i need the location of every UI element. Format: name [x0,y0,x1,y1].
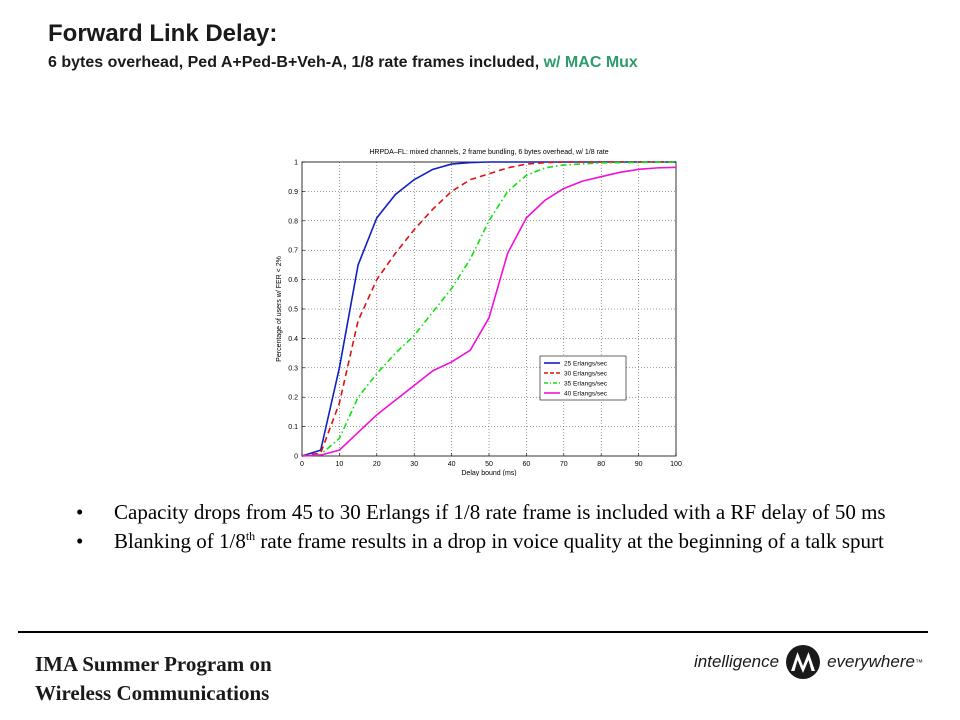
x-tick-label: 90 [635,461,643,468]
bullet-blanking-post: rate frame results in a drop in voice qu… [255,529,884,553]
y-tick-label: 0.7 [288,248,298,255]
x-tick-label: 60 [523,461,531,468]
y-tick-label: 0.3 [288,365,298,372]
logo-word-right: everywhere [827,652,915,671]
x-tick-label: 10 [336,461,344,468]
logo-trademark: ™ [914,657,923,667]
legend-label-4: 40 Erlangs/sec [564,391,608,398]
x-tick-label: 50 [485,461,493,468]
y-tick-label: 0.5 [288,307,298,314]
slide-title: Forward Link Delay: [48,20,278,47]
series-line-3 [301,161,677,457]
legend-label-1: 25 Erlangs/sec [564,361,608,368]
series-line-4 [301,166,677,457]
delay-chart: 0 10 20 30 40 50 60 70 80 90 100 0 0.1 0.2 0.3 0.4 0.5 0.… [268,140,696,476]
subtitle-main: 6 bytes overhead, Ped A+Ped-B+Veh-A, 1/8… [48,54,544,71]
y-tick-label: 1 [294,160,298,167]
bullet-capacity-drop: Capacity drops from 45 to 30 Erlangs if … [76,500,946,525]
legend-label-2: 30 Erlangs/sec [564,371,608,378]
y-tick-label: 0.6 [288,277,298,284]
footer-program-title: IMA Summer Program on Wireless Communicat… [35,650,272,708]
y-axis-label: Percentage of users w/ FER < 2% [276,256,283,362]
footer-line-2: Wireless Communications [35,681,270,705]
footer-line-1: IMA Summer Program on [35,652,272,676]
series-line-2 [301,161,676,457]
x-tick-label: 80 [597,461,605,468]
subtitle-accent: w/ MAC Mux [543,54,638,71]
footer-divider [18,631,928,633]
y-tick-label: 0.2 [288,395,298,402]
legend-label-3: 35 Erlangs/sec [564,381,608,388]
y-tick-label: 0 [294,454,298,461]
motorola-batwing-icon [786,645,821,679]
bullet-blanking-pre: Blanking of 1/8 [114,529,246,553]
y-tick-label: 0.4 [288,336,298,343]
logo-word-left: intelligence [694,652,780,671]
chart-title: HRPDA–FL: mixed channels, 2 frame bundli… [369,149,608,156]
y-tick-label: 0.9 [288,189,298,196]
y-tick-label: 0.1 [288,424,298,431]
x-tick-label: 20 [373,461,381,468]
x-tick-label: 40 [448,461,456,468]
x-tick-label: 70 [560,461,568,468]
x-tick-label: 100 [670,461,682,468]
bullet-capacity-text: Capacity drops from 45 to 30 Erlangs if … [114,500,886,524]
brand-logo: intelligence everywhere ™ [694,640,928,684]
slide-subtitle: 6 bytes overhead, Ped A+Ped-B+Veh-A, 1/8… [48,53,638,73]
y-tick-label: 0.8 [288,218,298,225]
series-line-1 [301,161,676,457]
bullet-blanking: Blanking of 1/8th rate frame results in … [76,529,946,554]
x-axis-label: Delay bound (ms) [461,470,516,476]
bullet-blanking-sup: th [245,529,256,543]
x-tick-label: 30 [410,461,418,468]
x-tick-label: 0 [300,461,304,468]
bullet-list: Capacity drops from 45 to 30 Erlangs if … [76,500,946,558]
